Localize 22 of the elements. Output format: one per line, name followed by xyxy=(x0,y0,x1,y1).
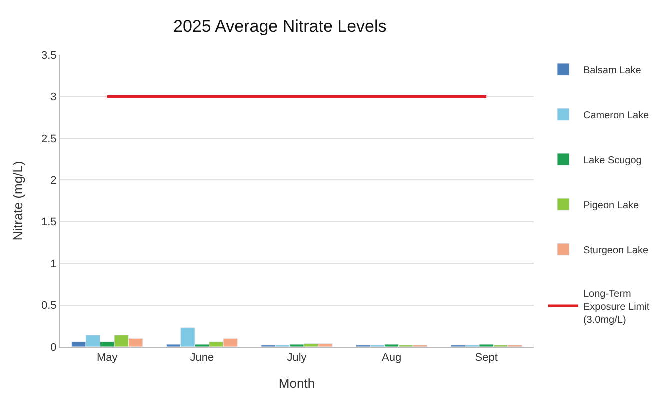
legend-label: Long-Term Exposure Limit (3.0mg/L) xyxy=(583,288,650,326)
legend-label: Balsam Lake xyxy=(583,65,642,76)
y-tick-label: 3.5 xyxy=(42,50,57,62)
y-tick-label: 2 xyxy=(50,174,57,187)
y-tick-label: 2.5 xyxy=(42,133,57,146)
x-tick-label: Aug xyxy=(382,352,402,364)
x-tick-label: July xyxy=(287,352,308,364)
y-tick-label: 0.5 xyxy=(42,300,57,312)
y-tick-label: 1.5 xyxy=(42,216,57,229)
x-tick-label: May xyxy=(97,352,118,364)
chart-title: 2025 Average Nitrate Levels xyxy=(174,17,387,36)
x-tick-label: June xyxy=(190,352,214,364)
legend-label: Pigeon Lake xyxy=(583,200,640,212)
y-axis-title: Nitrate (mg/L) xyxy=(10,161,26,241)
legend-label: Sturgeon Lake xyxy=(583,245,649,256)
legend-label: Cameron Lake xyxy=(583,110,650,122)
y-tick-label: 0 xyxy=(50,342,57,354)
y-tick-label: 3 xyxy=(50,92,57,104)
legend-label: Lake Scugog xyxy=(583,155,642,166)
y-tick-label: 1 xyxy=(50,258,57,270)
x-axis-title: Month xyxy=(278,376,316,391)
x-tick-label: Sept xyxy=(475,352,498,364)
